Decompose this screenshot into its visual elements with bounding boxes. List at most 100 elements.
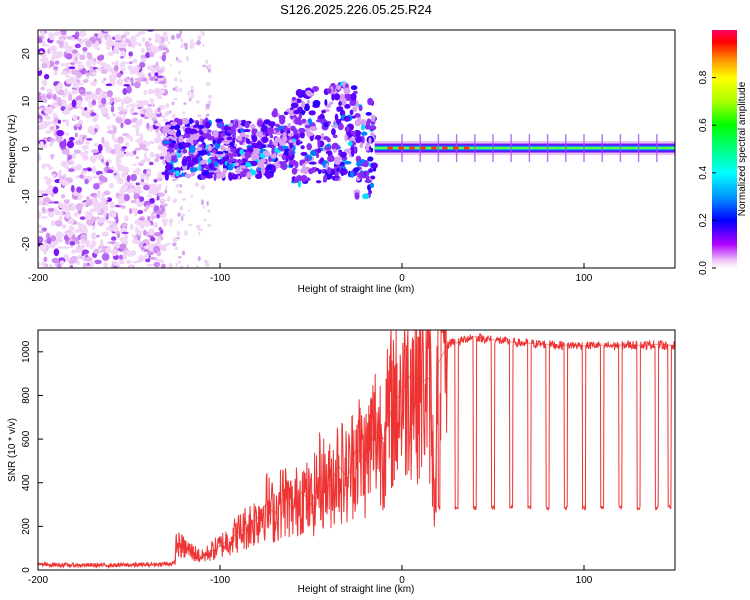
spectrogram-cell — [99, 216, 107, 223]
spectrogram-y-label: Frequency (Hz) — [7, 115, 18, 184]
spectrogram-cell — [206, 262, 210, 268]
spectrogram-cell — [136, 121, 141, 127]
spectrogram-cell — [82, 78, 89, 84]
spectrogram-cell — [227, 163, 234, 171]
spectrogram-cell — [250, 153, 256, 160]
spectrogram-cell — [290, 102, 299, 109]
spectrogram-cell — [304, 156, 310, 162]
spectrogram-cell — [64, 210, 71, 219]
spectrogram-cell — [195, 224, 201, 230]
spectrogram-y-ticks: 20 10 0 -10 -20 — [21, 48, 43, 251]
spectrogram-cell — [156, 131, 161, 138]
spectrogram-cell — [152, 222, 159, 228]
spectrogram-cell — [130, 173, 138, 182]
spectrogram-cell — [103, 190, 110, 196]
spectrogram-cell — [202, 64, 207, 68]
spectrogram-cell — [118, 259, 125, 265]
spectrogram-cell — [143, 254, 150, 260]
spectrogram-cell — [57, 246, 65, 249]
spectrogram-cell — [194, 120, 199, 124]
spectrogram-cell — [134, 147, 141, 151]
spectrogram-cell — [341, 168, 348, 175]
spectrogram-cell — [315, 152, 320, 159]
spectrogram-cell — [143, 157, 150, 163]
spectrogram-cell — [205, 59, 209, 64]
spectrogram-cell — [189, 167, 198, 172]
spectrogram-cell — [274, 137, 282, 143]
spectrogram-cell — [111, 236, 117, 241]
spectrogram-cell — [147, 112, 152, 116]
spectrogram-cell — [197, 113, 202, 118]
spectrogram-cell — [175, 183, 181, 187]
spectrogram-cell — [76, 99, 83, 107]
spectrogram-cell — [177, 260, 182, 264]
spectrogram-cell — [79, 216, 86, 220]
spectrogram-cell — [136, 209, 144, 215]
spectrogram-cell — [228, 172, 232, 177]
spectrogram-cell — [90, 81, 97, 86]
spectrogram-cell — [203, 218, 207, 222]
spectrogram-cell — [206, 200, 209, 206]
spectrogram-cell — [159, 156, 165, 160]
carrier-peak — [398, 146, 404, 150]
spectrogram-cell — [164, 212, 168, 216]
spectrogram-cell — [331, 128, 336, 136]
spectrogram-cell — [304, 170, 308, 175]
spectrogram-cell — [239, 132, 246, 137]
spectrogram-cell — [135, 33, 141, 38]
spectrogram-cell — [65, 75, 71, 78]
spectrogram-cell — [52, 201, 60, 204]
spectrogram-cell — [103, 141, 110, 147]
spectrogram-cell — [121, 146, 128, 150]
spectrogram-cell — [76, 186, 82, 193]
spectrogram-cell — [55, 96, 62, 102]
spectrogram-cell — [333, 93, 341, 101]
spectrogram-cell — [184, 230, 188, 236]
spectrogram-cell — [85, 210, 90, 218]
spectrogram-cell — [101, 80, 105, 84]
spectrogram-cell — [61, 180, 69, 187]
spectrogram-cell — [124, 250, 132, 255]
spectrogram-cell — [47, 210, 55, 218]
y-tick-label: 800 — [21, 387, 32, 404]
spectrogram-cell — [41, 40, 46, 44]
spectrogram-cell — [269, 134, 274, 139]
y-tick-label: 20 — [21, 48, 32, 60]
spectrogram-cell — [59, 260, 65, 265]
spectrogram-cell — [294, 117, 302, 125]
spectrogram-cell — [179, 205, 184, 211]
spectrogram-cell — [41, 206, 46, 214]
spectrogram-cell — [262, 150, 270, 156]
spectrogram-cell — [139, 133, 144, 139]
spectrogram-cell — [111, 61, 115, 66]
spectrogram-cell — [203, 259, 209, 264]
spectrogram-cell — [300, 145, 305, 150]
spectrogram-cell — [366, 120, 371, 128]
spectrogram-cell — [76, 255, 83, 260]
spectrogram-cell — [306, 92, 315, 97]
spectrogram-cell — [106, 169, 114, 174]
spectrogram-cell — [195, 146, 203, 151]
spectrogram-cell — [58, 169, 62, 176]
spectrogram-cell — [176, 230, 181, 237]
colorbar-tick-label: 0.0 — [698, 261, 709, 275]
spectrogram-cell — [184, 173, 192, 179]
spectrogram-cell — [104, 64, 111, 69]
spectrogram-cell — [370, 162, 378, 169]
spectrogram-cell — [50, 138, 56, 142]
spectrogram-cell — [55, 231, 63, 239]
spectrogram-cell — [116, 72, 122, 78]
spectrogram-cell — [58, 211, 64, 216]
spectrogram-cell — [39, 140, 45, 148]
spectrogram-cell — [130, 199, 137, 204]
spectrogram-cell — [308, 161, 317, 165]
spectrogram-cell — [334, 177, 339, 181]
spectrogram-cell — [120, 55, 124, 59]
spectrogram-cell — [154, 72, 159, 77]
spectrogram-noise-speckle — [38, 30, 213, 268]
spectrogram-cell — [61, 203, 69, 211]
spectrogram-cell — [143, 184, 150, 191]
spectrogram-cell — [129, 265, 134, 268]
spectrogram-cell — [140, 221, 145, 228]
spectrogram-cell — [325, 150, 332, 155]
